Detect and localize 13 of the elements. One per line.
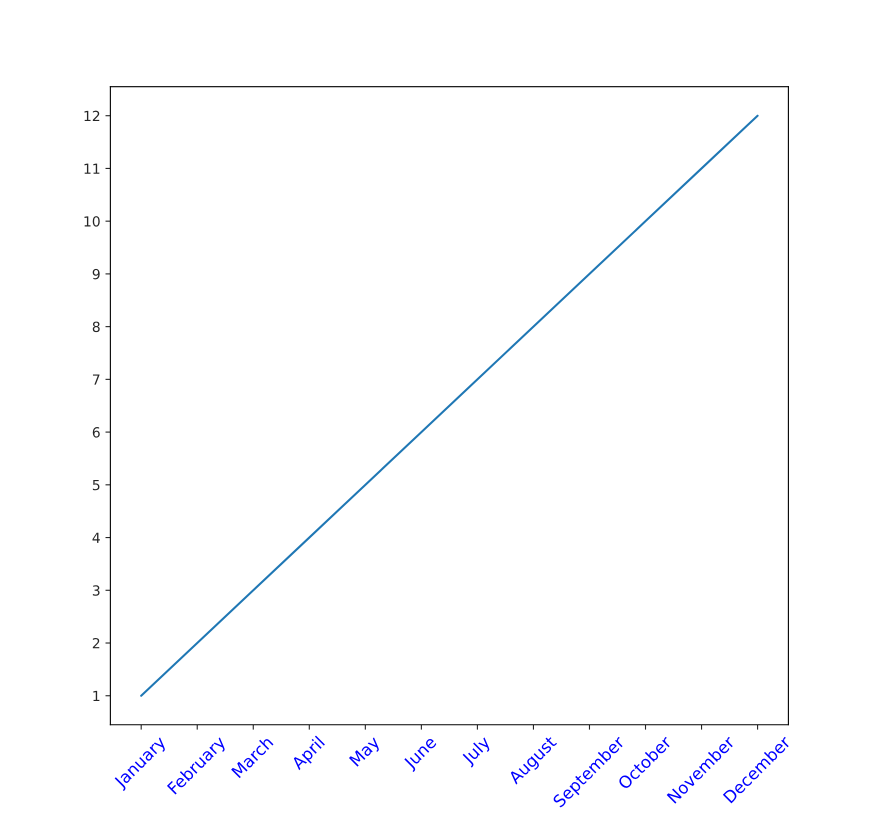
y-tick-label: 10 xyxy=(84,216,100,227)
y-tick-label: 8 xyxy=(92,322,100,332)
y-tick-label: 6 xyxy=(92,427,100,438)
y-tick-label: 9 xyxy=(92,268,100,280)
y-tick-label: 3 xyxy=(92,585,100,596)
y-tick-label: 4 xyxy=(92,532,100,543)
y-tick-label: 12 xyxy=(84,110,100,121)
y-tick-label: 1 xyxy=(93,690,100,702)
line-series xyxy=(140,114,759,697)
y-tick-label: 2 xyxy=(92,638,100,648)
y-tick-label: 5 xyxy=(92,480,100,490)
y-tick-label: 7 xyxy=(92,374,100,385)
y-tick-label: 11 xyxy=(84,164,100,174)
